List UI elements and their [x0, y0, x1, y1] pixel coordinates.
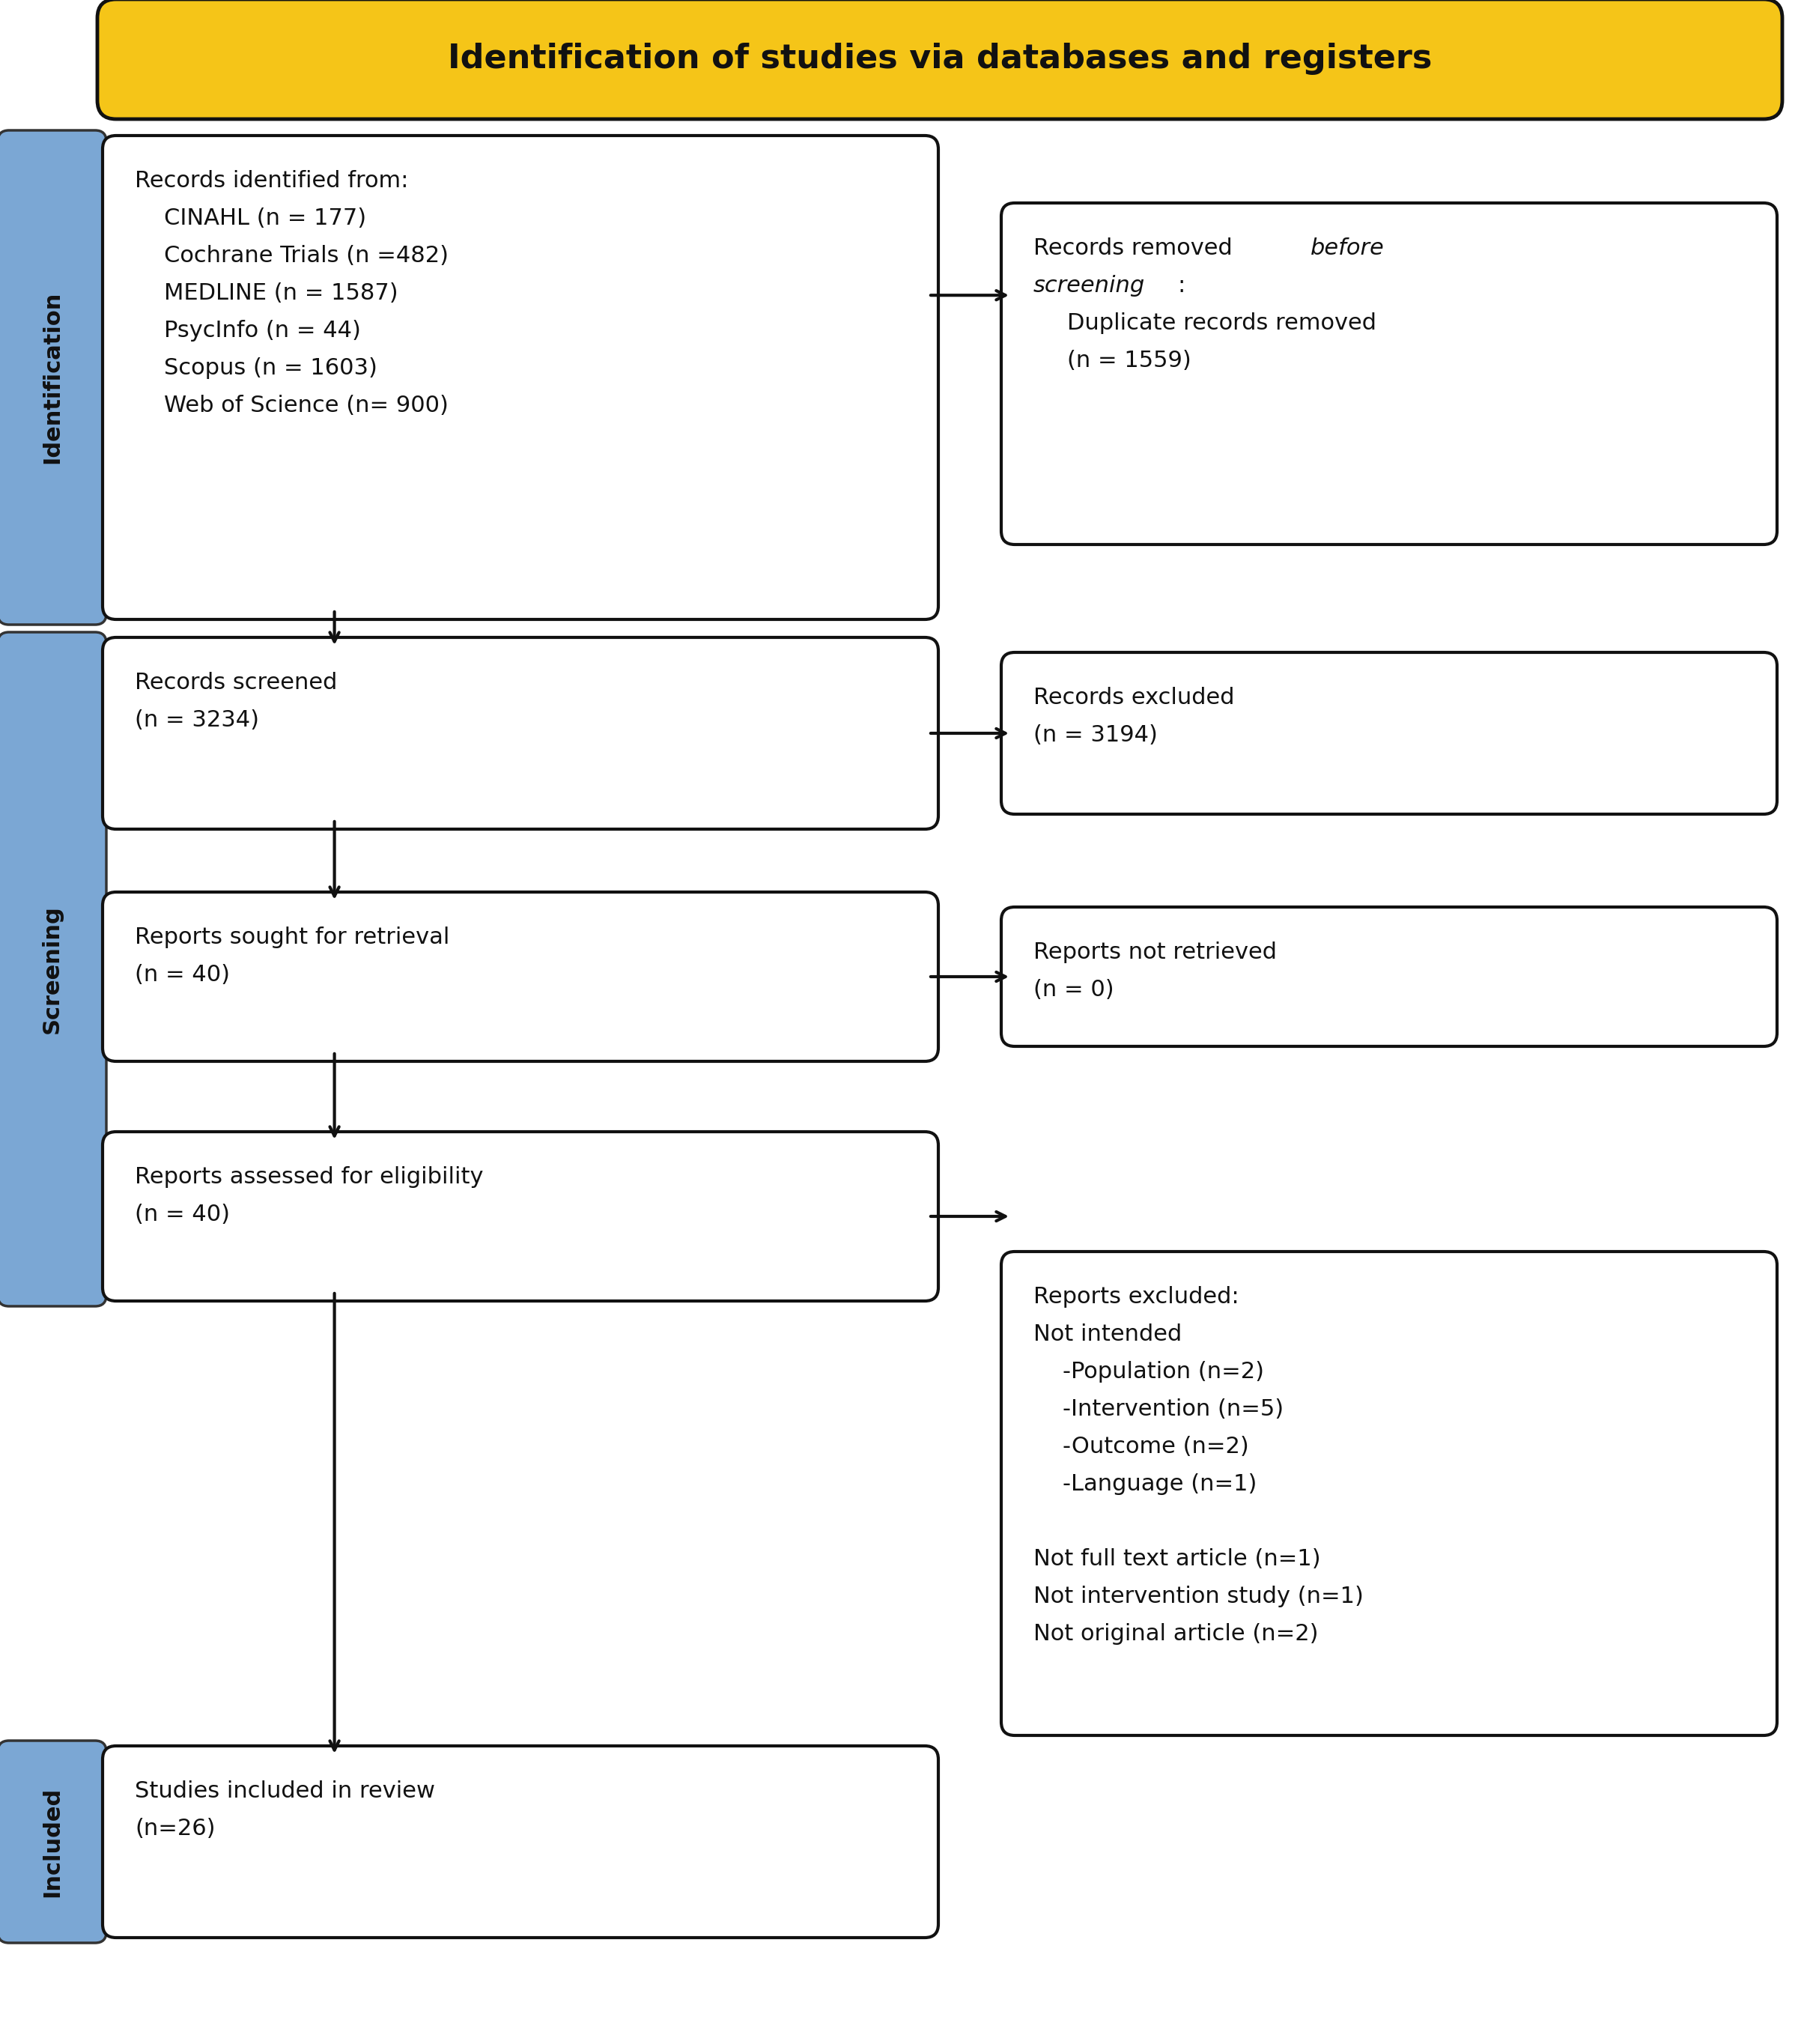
Text: Records excluded: Records excluded	[1034, 687, 1234, 709]
Text: Reports sought for retrieval: Reports sought for retrieval	[136, 926, 450, 948]
FancyBboxPatch shape	[103, 891, 938, 1061]
Text: Cochrane Trials (n =482): Cochrane Trials (n =482)	[136, 245, 448, 266]
Text: -Intervention (n=5): -Intervention (n=5)	[1034, 1398, 1283, 1421]
Text: PsycInfo (n = 44): PsycInfo (n = 44)	[136, 319, 361, 341]
FancyBboxPatch shape	[103, 1746, 938, 1938]
Text: Screening: Screening	[42, 905, 63, 1034]
FancyBboxPatch shape	[103, 638, 938, 830]
Text: (n = 40): (n = 40)	[136, 965, 229, 985]
FancyBboxPatch shape	[0, 131, 107, 625]
FancyBboxPatch shape	[103, 1132, 938, 1300]
Text: Records removed: Records removed	[1034, 237, 1240, 260]
Text: before: before	[1310, 237, 1384, 260]
FancyBboxPatch shape	[1001, 1251, 1776, 1735]
FancyBboxPatch shape	[98, 0, 1782, 119]
Text: (n = 3234): (n = 3234)	[136, 709, 258, 732]
Text: Duplicate records removed: Duplicate records removed	[1068, 313, 1377, 333]
Text: (n = 0): (n = 0)	[1034, 979, 1115, 1002]
Text: Records identified from:: Records identified from:	[136, 170, 408, 192]
Text: Included: Included	[42, 1786, 63, 1897]
Text: screening: screening	[1034, 274, 1146, 296]
Text: Not original article (n=2): Not original article (n=2)	[1034, 1623, 1319, 1645]
Text: CINAHL (n = 177): CINAHL (n = 177)	[136, 208, 367, 229]
Text: -Outcome (n=2): -Outcome (n=2)	[1034, 1435, 1249, 1457]
Text: Web of Science (n= 900): Web of Science (n= 900)	[136, 394, 448, 417]
Text: (n = 3194): (n = 3194)	[1034, 724, 1158, 746]
FancyBboxPatch shape	[1001, 908, 1776, 1047]
Text: MEDLINE (n = 1587): MEDLINE (n = 1587)	[136, 282, 398, 305]
Text: (n = 1559): (n = 1559)	[1068, 350, 1191, 372]
Text: Not intervention study (n=1): Not intervention study (n=1)	[1034, 1586, 1364, 1607]
FancyBboxPatch shape	[0, 1741, 107, 1944]
FancyBboxPatch shape	[103, 135, 938, 619]
Text: Studies included in review: Studies included in review	[136, 1780, 435, 1803]
Text: -Population (n=2): -Population (n=2)	[1034, 1361, 1265, 1382]
FancyBboxPatch shape	[1001, 202, 1776, 544]
Text: Identification: Identification	[42, 290, 63, 464]
Text: Reports assessed for eligibility: Reports assessed for eligibility	[136, 1167, 484, 1188]
Text: Not intended: Not intended	[1034, 1322, 1182, 1345]
Text: Identification of studies via databases and registers: Identification of studies via databases …	[448, 43, 1431, 76]
Text: (n = 40): (n = 40)	[136, 1204, 229, 1224]
Text: -Language (n=1): -Language (n=1)	[1034, 1474, 1258, 1494]
Text: Scopus (n = 1603): Scopus (n = 1603)	[136, 358, 378, 378]
Text: Records screened: Records screened	[136, 672, 338, 693]
Text: (n=26): (n=26)	[136, 1817, 215, 1840]
Text: Reports excluded:: Reports excluded:	[1034, 1286, 1240, 1308]
Text: :: :	[1176, 274, 1185, 296]
Text: Not full text article (n=1): Not full text article (n=1)	[1034, 1547, 1321, 1570]
FancyBboxPatch shape	[1001, 652, 1776, 814]
Text: Reports not retrieved: Reports not retrieved	[1034, 942, 1278, 963]
FancyBboxPatch shape	[0, 632, 107, 1306]
